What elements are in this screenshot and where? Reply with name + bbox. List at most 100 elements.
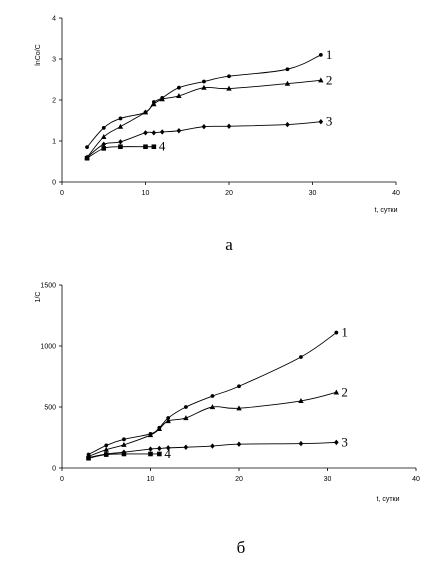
y-tick-label: 2 bbox=[52, 98, 56, 105]
data-point bbox=[103, 452, 109, 457]
data-point bbox=[121, 441, 127, 447]
data-point bbox=[121, 451, 127, 457]
data-point bbox=[157, 451, 162, 457]
data-point bbox=[284, 80, 291, 86]
data-point bbox=[101, 125, 106, 130]
data-point bbox=[118, 139, 123, 145]
data-point bbox=[157, 445, 162, 452]
series-label-3: 3 bbox=[341, 434, 348, 449]
data-point bbox=[285, 67, 290, 72]
x-ticks: 0 10 20 30 40 bbox=[60, 182, 400, 197]
data-point bbox=[184, 405, 188, 409]
x-tick-label: 10 bbox=[147, 476, 155, 483]
y-axis-label: 1/C bbox=[35, 292, 42, 303]
data-point bbox=[143, 130, 148, 136]
data-point bbox=[209, 404, 216, 410]
y-tick-label: 0 bbox=[52, 180, 56, 187]
data-point bbox=[285, 121, 290, 128]
y-tick-label: 0 bbox=[52, 466, 56, 473]
data-point bbox=[84, 155, 90, 161]
x-tick-label: 40 bbox=[412, 476, 420, 483]
series-label-1: 1 bbox=[341, 325, 348, 340]
x-tick-label: 10 bbox=[142, 190, 150, 197]
data-point bbox=[201, 84, 207, 90]
data-point bbox=[151, 144, 157, 150]
y-ticks: 0 500 1000 1500 bbox=[40, 283, 62, 473]
series-label-2: 2 bbox=[326, 72, 333, 87]
series-label-3: 3 bbox=[326, 114, 333, 129]
data-point bbox=[156, 426, 163, 432]
series-group: 1 2 3 4 bbox=[84, 47, 332, 161]
data-point bbox=[118, 144, 123, 150]
series-label-4: 4 bbox=[159, 139, 166, 154]
data-point bbox=[104, 443, 109, 448]
data-point bbox=[86, 455, 91, 461]
data-point bbox=[210, 394, 215, 398]
data-point bbox=[236, 441, 242, 447]
data-point bbox=[101, 146, 107, 151]
data-point bbox=[334, 439, 339, 446]
data-point bbox=[318, 53, 323, 57]
series-label-4: 4 bbox=[164, 446, 171, 461]
data-point bbox=[166, 416, 171, 420]
data-point bbox=[101, 141, 107, 147]
x-tick-label: 0 bbox=[60, 190, 64, 197]
chart-b: 0 10 20 30 40 0 500 1000 1500 t, сутки 1/C 1 2 3 4… bbox=[35, 283, 420, 558]
data-point bbox=[226, 85, 232, 91]
data-point bbox=[176, 93, 182, 98]
data-point bbox=[165, 418, 171, 424]
data-point bbox=[183, 444, 189, 450]
data-point bbox=[210, 443, 215, 449]
series-group: 1 2 3 4 bbox=[85, 325, 348, 461]
series-label-2: 2 bbox=[341, 384, 348, 399]
y-tick-label: 1500 bbox=[40, 283, 56, 290]
data-point bbox=[298, 440, 304, 447]
y-tick-label: 4 bbox=[52, 16, 56, 23]
data-point bbox=[334, 330, 339, 335]
y-tick-label: 500 bbox=[44, 405, 56, 412]
y-tick-label: 1 bbox=[52, 139, 56, 146]
data-point bbox=[103, 446, 109, 452]
data-point bbox=[226, 123, 232, 129]
data-point bbox=[236, 405, 242, 411]
x-axis-label: t, сутки bbox=[374, 207, 397, 214]
data-point bbox=[318, 119, 324, 125]
series-label-1: 1 bbox=[326, 47, 333, 62]
x-tick-label: 30 bbox=[324, 476, 332, 483]
data-point bbox=[159, 96, 165, 102]
data-point bbox=[101, 134, 107, 139]
y-axis-label: lnCo/C bbox=[35, 44, 42, 65]
data-point bbox=[118, 116, 123, 121]
chart-caption: а bbox=[225, 235, 233, 254]
data-point bbox=[85, 145, 89, 150]
data-point bbox=[159, 129, 165, 135]
data-point bbox=[333, 389, 340, 395]
x-tick-label: 30 bbox=[309, 190, 317, 197]
data-point bbox=[227, 74, 231, 79]
data-point bbox=[117, 123, 124, 129]
data-point bbox=[143, 144, 148, 150]
series-line-1 bbox=[88, 332, 337, 455]
data-point bbox=[183, 415, 189, 421]
data-point bbox=[148, 451, 153, 457]
data-point bbox=[177, 85, 181, 90]
data-point bbox=[201, 123, 207, 130]
data-point bbox=[299, 355, 303, 359]
x-tick-label: 0 bbox=[60, 476, 64, 483]
x-tick-label: 40 bbox=[392, 190, 400, 197]
x-axis-label: t, сутки bbox=[376, 496, 399, 503]
data-point bbox=[151, 101, 157, 107]
y-ticks: 0 1 2 3 4 bbox=[52, 16, 62, 187]
chart-a: 0 10 20 30 40 0 1 2 3 4 t, сутки lnCo/C 1 2 3 4 а bbox=[35, 16, 400, 255]
data-point bbox=[148, 446, 153, 452]
y-tick-label: 3 bbox=[52, 57, 56, 64]
data-point bbox=[318, 77, 324, 83]
y-tick-label: 1000 bbox=[40, 344, 56, 351]
data-point bbox=[122, 437, 126, 442]
data-point bbox=[237, 384, 241, 389]
data-point bbox=[298, 398, 304, 403]
data-point bbox=[202, 79, 206, 84]
data-point bbox=[176, 128, 182, 134]
x-ticks: 0 10 20 30 40 bbox=[60, 468, 420, 483]
